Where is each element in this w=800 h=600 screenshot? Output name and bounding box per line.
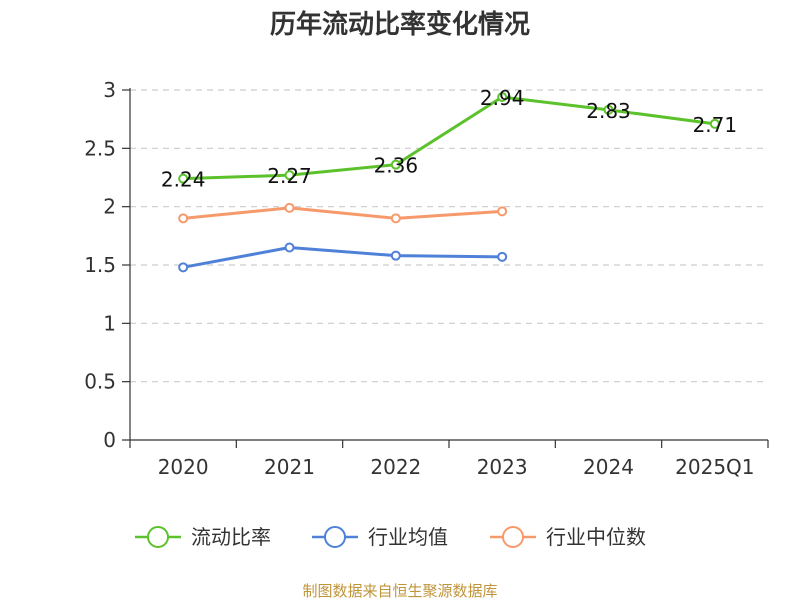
data-point bbox=[709, 118, 720, 129]
legend-item: 行业均值 bbox=[312, 525, 448, 549]
series-line bbox=[182, 246, 503, 269]
data-label: 2.27 bbox=[267, 164, 312, 188]
chart-title: 历年流动比率变化情况 bbox=[270, 9, 530, 40]
data-label: 2.83 bbox=[586, 99, 631, 123]
data-label: 2.71 bbox=[693, 113, 738, 137]
x-tick-label: 2021 bbox=[264, 455, 315, 479]
y-tick-label: 0 bbox=[103, 428, 116, 452]
x-tick-label: 2023 bbox=[477, 455, 528, 479]
x-tick-label: 2020 bbox=[158, 455, 209, 479]
legend-label: 行业均值 bbox=[368, 525, 448, 549]
y-tick-label: 1 bbox=[103, 311, 116, 335]
source-note: 制图数据来自恒生聚源数据库 bbox=[302, 582, 497, 600]
data-point bbox=[603, 104, 614, 115]
data-point bbox=[390, 250, 401, 261]
legend-label: 流动比率 bbox=[191, 525, 271, 549]
legend-marker bbox=[502, 526, 524, 548]
data-point bbox=[178, 262, 189, 273]
legend-item: 流动比率 bbox=[135, 525, 271, 549]
y-tick-label: 1.5 bbox=[84, 253, 116, 277]
data-point bbox=[284, 242, 295, 253]
legend-marker bbox=[324, 526, 346, 548]
y-tick-label: 2 bbox=[103, 195, 116, 219]
data-point bbox=[390, 213, 401, 224]
legend-item: 行业中位数 bbox=[490, 525, 646, 549]
series-layer bbox=[178, 92, 720, 273]
gridlines bbox=[130, 89, 768, 383]
legend: 流动比率 行业均值 行业中位数 bbox=[135, 525, 646, 549]
data-point bbox=[497, 92, 508, 102]
data-label: 2.24 bbox=[161, 168, 206, 192]
y-tick-label: 0.5 bbox=[84, 370, 116, 394]
series-line bbox=[183, 206, 503, 220]
x-tick-label: 2024 bbox=[583, 455, 634, 479]
data-point bbox=[284, 202, 295, 213]
data-label: 2.94 bbox=[480, 86, 525, 110]
data-label: 2.36 bbox=[374, 154, 419, 178]
data-point bbox=[178, 213, 189, 224]
data-labels: 2.24 2.27 2.36 2.94 2.83 2.71 bbox=[161, 86, 737, 192]
data-point bbox=[390, 159, 401, 170]
y-tick-label: 3 bbox=[103, 78, 116, 102]
x-tick-label: 2025Q1 bbox=[675, 455, 754, 479]
legend-marker bbox=[147, 526, 169, 548]
data-point bbox=[497, 251, 508, 262]
axes: 0 0.5 1 1.5 2 2.5 3 2020 2021 2022 2023 2024 2025Q1 bbox=[84, 78, 769, 479]
data-point bbox=[497, 206, 508, 217]
legend-label: 行业中位数 bbox=[546, 525, 646, 549]
series-line bbox=[183, 95, 716, 181]
data-point bbox=[178, 173, 189, 184]
y-tick-label: 2.5 bbox=[84, 136, 116, 160]
data-point bbox=[284, 170, 295, 181]
x-tick-label: 2022 bbox=[370, 455, 421, 479]
